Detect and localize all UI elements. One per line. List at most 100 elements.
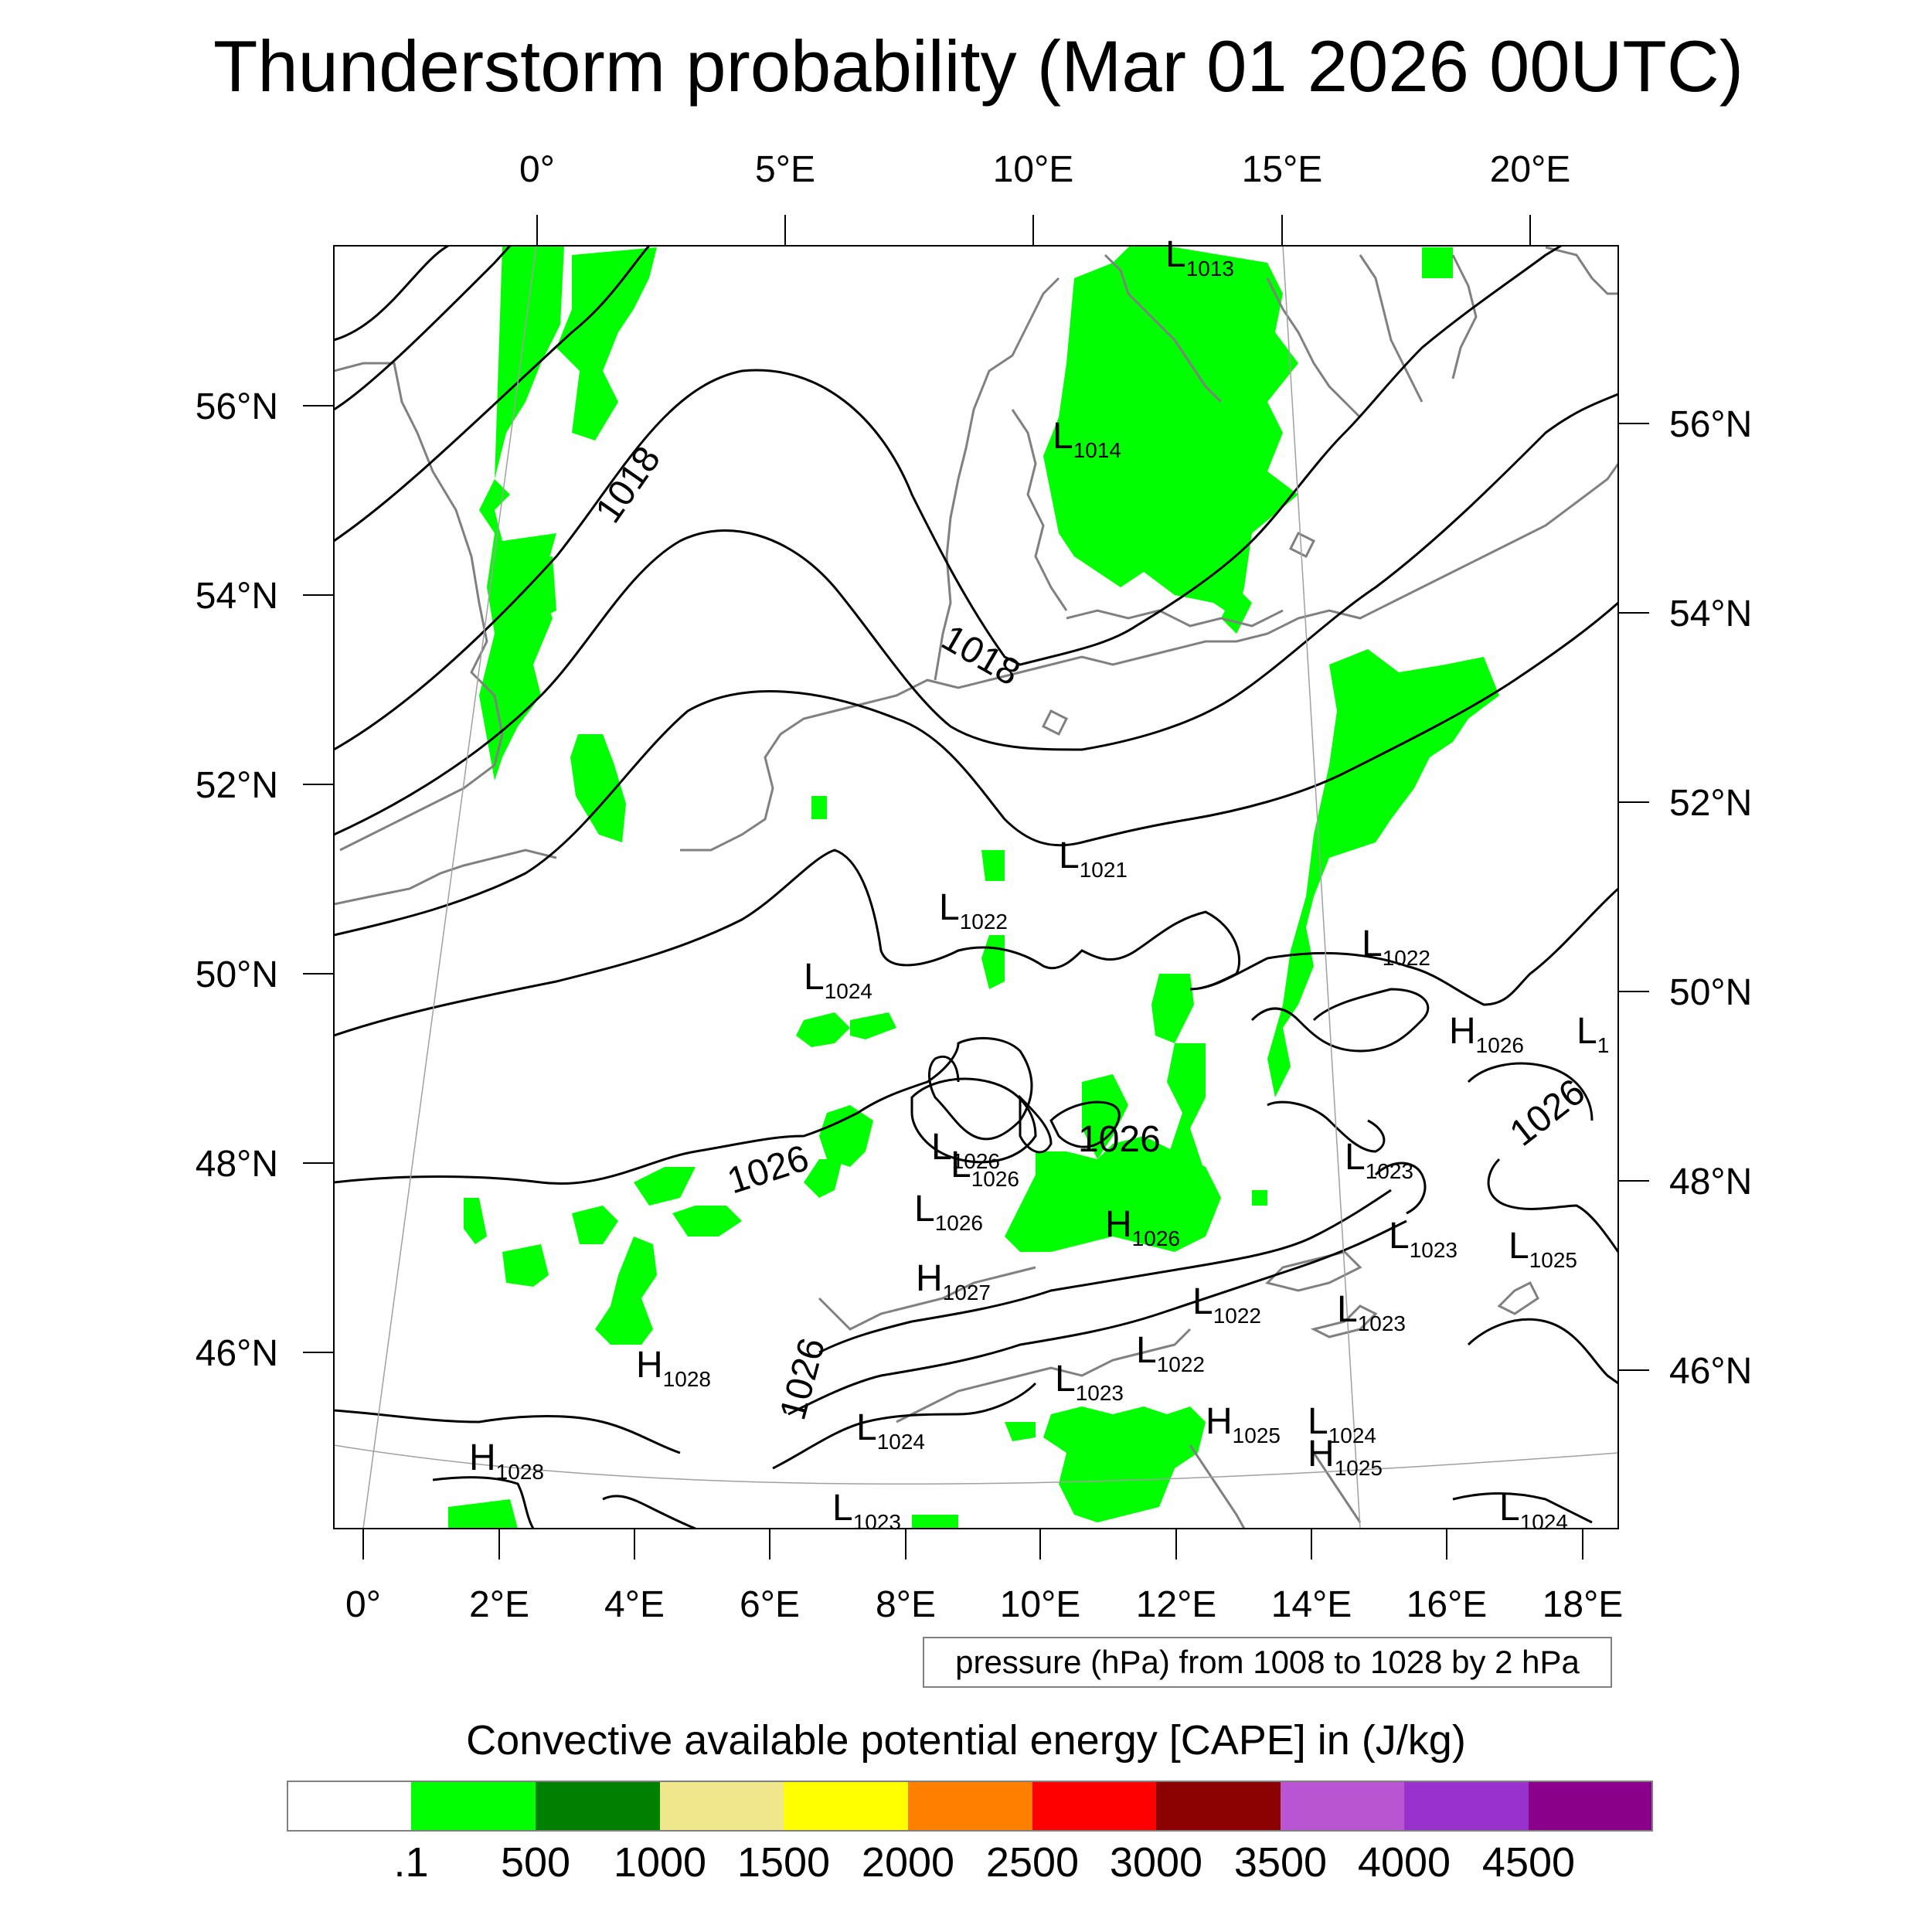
colorbar-label: 4500 — [1482, 1839, 1575, 1886]
tick-label: 12°E — [1136, 1584, 1217, 1625]
colorbar-label: 3000 — [1110, 1839, 1202, 1886]
pressure-system-marker: L1023 — [1345, 1137, 1413, 1183]
isobar — [818, 1189, 1392, 1354]
isobar — [334, 246, 512, 411]
colorbar-title: Convective available potential energy [C… — [466, 1717, 1466, 1764]
tick-marks — [303, 215, 1649, 1560]
cape-patch — [850, 1012, 896, 1039]
isobar — [334, 601, 1618, 937]
coastline — [934, 277, 1060, 681]
coastline — [1310, 1304, 1378, 1338]
isobar — [1452, 1492, 1593, 1524]
tick-label: 48°N — [1669, 1162, 1752, 1202]
isobar — [432, 1476, 535, 1529]
tick-label: 0° — [345, 1584, 381, 1625]
tick-label: 4°E — [604, 1584, 665, 1625]
coastline — [1066, 609, 1284, 628]
tick-label: 20°E — [1490, 149, 1571, 190]
cape-patch — [811, 796, 827, 819]
pressure-system-marker: L1 — [1577, 1011, 1609, 1057]
tick-label: 14°E — [1271, 1584, 1352, 1625]
coastline — [1041, 709, 1069, 736]
graticule-line — [334, 1444, 1618, 1485]
isobar — [334, 393, 1618, 836]
pressure-system-marker: L1023 — [1055, 1359, 1124, 1405]
cape-patch — [479, 246, 564, 781]
colorbar-label: 500 — [501, 1839, 570, 1886]
map-content — [334, 246, 1618, 1529]
pressure-system-marker: L1022 — [1192, 1281, 1261, 1328]
pressure-system-marker: L1014 — [1053, 416, 1121, 462]
tick-label: 50°N — [196, 954, 278, 995]
colorbar-swatch — [908, 1781, 1032, 1831]
colorbar-label: 2000 — [862, 1839, 954, 1886]
isobar — [1250, 988, 1430, 1053]
cape-patch — [819, 1105, 873, 1167]
coastline-layer — [334, 246, 1618, 1529]
pressure-system-marker: L1022 — [939, 887, 1008, 934]
isobar — [334, 1036, 1033, 1185]
cape-patch — [1043, 246, 1298, 618]
coastline — [1288, 531, 1316, 559]
pressure-note: pressure (hPa) from 1008 to 1028 by 2 hP… — [955, 1644, 1580, 1680]
isobar — [772, 1382, 1037, 1470]
tick-label: 6°E — [740, 1584, 800, 1625]
colorbar-label: .1 — [393, 1839, 428, 1886]
tick-label: 8°E — [876, 1584, 936, 1625]
tick-label: 46°N — [1669, 1351, 1752, 1392]
cape-patch — [572, 1206, 618, 1244]
isobar — [334, 1409, 681, 1454]
cape-patch — [804, 1159, 842, 1198]
coastline — [1359, 254, 1423, 403]
coastline — [1104, 253, 1223, 403]
pressure-system-marker: L1024 — [1499, 1488, 1568, 1534]
bottom-lon-labels: 0° 2°E 4°E 6°E 8°E 10°E 12°E 14°E 16°E 1… — [345, 1584, 1623, 1625]
cape-patch — [1005, 1422, 1036, 1441]
cape-patch — [1082, 1074, 1128, 1159]
tick-label: 54°N — [1669, 594, 1752, 634]
colorbar-swatch — [1156, 1781, 1281, 1831]
isobar — [334, 246, 449, 342]
pressure-system-marker: L1023 — [1389, 1216, 1458, 1262]
cape-patch — [672, 1206, 742, 1236]
map-frame — [333, 245, 1619, 1529]
colorbar-swatch — [411, 1781, 536, 1831]
tick-label: 10°E — [1000, 1584, 1081, 1625]
tick-label: 5°E — [755, 149, 815, 190]
pressure-system-marker: L1023 — [832, 1488, 901, 1534]
colorbar-labels: .1 500 1000 1500 2000 2500 3000 3500 400… — [393, 1839, 1575, 1886]
tick-label: 16°E — [1406, 1584, 1488, 1625]
cape-patch — [556, 247, 657, 440]
isobar — [1019, 1094, 1053, 1154]
isobar — [1374, 1162, 1427, 1215]
tick-label: 50°N — [1669, 972, 1752, 1013]
pressure-system-marker: L1021 — [1059, 835, 1128, 882]
cape-patch — [1151, 974, 1194, 1043]
chart-title: Thunderstorm probability (Mar 01 2026 00… — [213, 26, 1743, 107]
cape-patch — [1267, 649, 1499, 1097]
tick-label: 48°N — [196, 1144, 278, 1185]
coastline — [1266, 277, 1362, 419]
coastline — [1497, 1281, 1539, 1315]
pressure-system-marker: H1026 — [1105, 1204, 1180, 1250]
tick-label: 15°E — [1242, 149, 1323, 190]
colorbar-label: 1000 — [614, 1839, 706, 1886]
graticule-line — [1282, 246, 1361, 1529]
cape-patch — [981, 850, 1005, 881]
isobar — [1467, 1318, 1618, 1385]
cape-patch — [1221, 587, 1252, 634]
isobar — [1487, 1158, 1618, 1253]
colorbar-label: 2500 — [986, 1839, 1079, 1886]
coastline — [1011, 409, 1068, 611]
pressure-system-marker: L1023 — [1337, 1289, 1406, 1335]
colorbar-swatch — [784, 1781, 908, 1831]
pressure-note-box — [923, 1637, 1612, 1688]
pressure-system-marker: H1025 — [1206, 1401, 1281, 1447]
pressure-system-marker: L1026 — [951, 1145, 1019, 1191]
coastline — [818, 1266, 1036, 1331]
coastline — [1050, 463, 1618, 666]
pressure-system-marker: L1022 — [1136, 1330, 1205, 1376]
colorbar-swatch — [1404, 1781, 1529, 1831]
pressure-systems: L1013 L1014 L1021 L1022 L1022 L1024 H102… — [469, 234, 1609, 1534]
